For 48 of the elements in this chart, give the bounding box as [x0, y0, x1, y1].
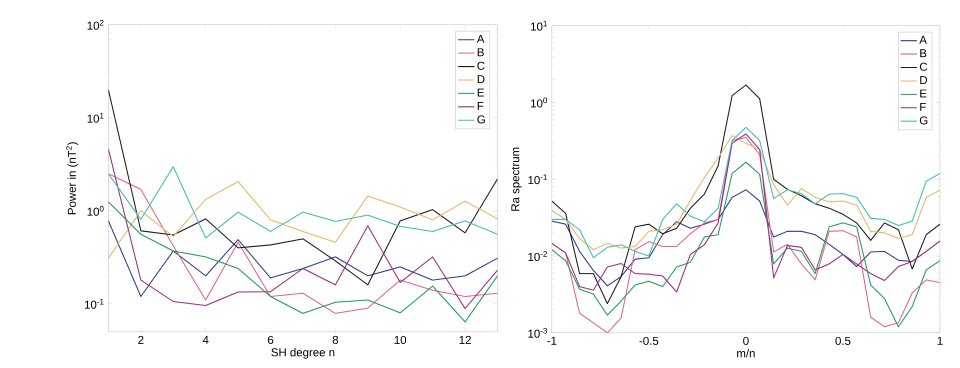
line-series — [108, 201, 498, 322]
y-tick-label: 10$^{1}$ — [88, 112, 104, 123]
x-tick-label: 8 — [332, 336, 338, 344]
x-tick-label: 4 — [202, 336, 209, 344]
line-series — [552, 133, 940, 292]
line-series — [108, 173, 498, 314]
line-series — [108, 166, 498, 239]
x-tick-label: -0.5 — [640, 336, 658, 345]
legend-label: F — [920, 102, 926, 111]
legend-label: A — [919, 36, 927, 44]
legend-label: G — [920, 116, 928, 124]
line-series — [108, 89, 498, 286]
line-series — [108, 220, 498, 297]
y-tick-label: 10$^{0}$ — [531, 98, 548, 108]
x-tick-label: 1 — [938, 336, 943, 345]
legend-label: F — [478, 102, 484, 110]
legend-label: D — [920, 76, 928, 84]
x-tick-label: 10 — [394, 336, 406, 344]
y-tick-label: 10$^{-1}$ — [84, 298, 104, 309]
x-tick-label: 12 — [460, 336, 471, 344]
x-tick-label: 2 — [138, 336, 144, 344]
legend-label: B — [920, 49, 926, 58]
x-tick-label: 6 — [268, 336, 274, 344]
x-tick-label: 0 — [743, 336, 749, 345]
line-series — [108, 181, 498, 259]
legend-label: C — [477, 62, 485, 70]
y-tick-label: 10$^{0}$ — [88, 206, 104, 216]
legend-label: E — [920, 90, 926, 98]
x-tick-label: -1 — [547, 336, 556, 345]
y-tick-label: 10$^{-2}$ — [528, 251, 547, 261]
y-tick-label: 10$^{2}$ — [88, 20, 104, 30]
line-series — [108, 148, 498, 310]
x-tick-label: 0.5 — [835, 336, 850, 345]
y-tick-label: 10$^{-1}$ — [528, 174, 547, 184]
legend-label: C — [920, 62, 928, 71]
y-axis-title: Ra spectrum — [511, 148, 522, 211]
y-axis-title: Power in (nT$^{2}$) — [66, 142, 78, 214]
legend-label: E — [478, 88, 484, 96]
x-axis-title: m/n — [737, 348, 755, 358]
y-tick-label: 10$^{1}$ — [531, 20, 547, 31]
line-series — [552, 162, 940, 328]
y-tick-label: 10$^{-3}$ — [528, 328, 548, 338]
legend-label: G — [477, 115, 485, 124]
legend-label: D — [478, 75, 485, 84]
legend-label: B — [478, 48, 484, 56]
x-axis-title: SH degree n — [271, 348, 334, 359]
line-series — [552, 84, 940, 304]
legend-label: A — [476, 34, 484, 43]
